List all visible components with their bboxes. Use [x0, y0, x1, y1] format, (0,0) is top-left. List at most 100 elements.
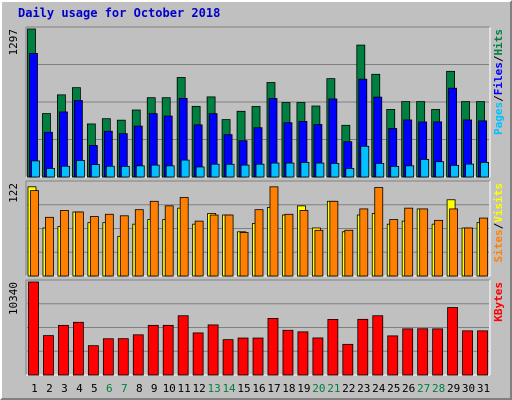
bar-sites — [254, 209, 264, 277]
legend-separator: / — [492, 55, 505, 62]
bar-kbytes — [252, 337, 264, 376]
bar-pages — [76, 160, 85, 178]
bar-kbytes — [102, 338, 114, 376]
bar-sites — [434, 219, 444, 277]
legend-files: Files — [492, 62, 505, 95]
bar-sites — [104, 213, 114, 277]
bar-sites — [89, 216, 99, 277]
bar-kbytes — [177, 315, 189, 376]
day-label: 8 — [136, 382, 143, 395]
bar-sites — [464, 227, 473, 277]
day-label: 15 — [237, 382, 250, 395]
bar-pages — [435, 161, 445, 178]
bar-pages — [61, 165, 70, 178]
bar-sites — [269, 186, 279, 277]
bar-kbytes — [387, 335, 399, 376]
bar-pages — [180, 159, 190, 178]
day-label: 16 — [252, 382, 265, 395]
bar-sites — [119, 215, 129, 277]
bar-kbytes — [58, 324, 69, 376]
day-label: 29 — [447, 382, 460, 395]
bar-sites — [60, 210, 69, 277]
day-label: 21 — [327, 382, 340, 395]
bar-pages — [105, 165, 115, 178]
bar-pages — [255, 163, 265, 178]
bar-sites — [194, 220, 204, 277]
bar-pages — [135, 165, 145, 178]
bar-sites — [30, 190, 39, 277]
bar-pages — [480, 161, 489, 178]
day-label: 12 — [193, 382, 206, 395]
bar-sites — [329, 200, 339, 277]
side-legend: Sites/Visits — [492, 183, 505, 263]
bar-pages — [120, 165, 130, 178]
bar-kbytes — [342, 343, 354, 376]
bar-kbytes — [117, 338, 129, 376]
day-label: 26 — [402, 382, 415, 395]
bar-sites — [45, 216, 54, 277]
bar-kbytes — [402, 328, 414, 376]
legend-separator: / — [492, 222, 505, 229]
ymax-label: 10340 — [7, 282, 20, 315]
day-label: 9 — [151, 382, 158, 395]
day-label: 19 — [297, 382, 310, 395]
bar-sites — [359, 208, 369, 277]
legend-visits: Visits — [492, 183, 505, 223]
bar-kbytes — [43, 335, 54, 376]
day-label: 23 — [357, 382, 370, 395]
day-label: 31 — [477, 382, 490, 395]
bar-pages — [31, 160, 40, 178]
bar-pages — [465, 163, 474, 178]
day-label: 30 — [462, 382, 475, 395]
ymax-label: 122 — [7, 183, 20, 203]
day-label: 11 — [178, 382, 191, 395]
bar-sites — [314, 229, 324, 277]
legend-hits: Hits — [492, 29, 505, 56]
day-label: 14 — [222, 382, 236, 395]
bar-sites — [479, 217, 488, 277]
bar-pages — [165, 165, 175, 178]
bar-kbytes — [327, 319, 339, 376]
bar-pages — [420, 159, 430, 178]
ymax-label: 1297 — [7, 29, 20, 56]
legend-separator: / — [492, 95, 505, 102]
bar-sites — [75, 211, 84, 277]
bar-pages — [150, 164, 160, 178]
bar-kbytes — [28, 281, 39, 376]
legend-kbytes: KBytes — [492, 282, 505, 322]
bar-kbytes — [282, 329, 294, 376]
bar-sites — [374, 187, 384, 277]
day-label: 6 — [106, 382, 113, 395]
bar-sites — [344, 229, 354, 277]
bar-kbytes — [432, 328, 444, 376]
day-label: 10 — [163, 382, 176, 395]
bar-kbytes — [147, 324, 159, 376]
day-label: 18 — [282, 382, 295, 395]
day-label: 27 — [417, 382, 430, 395]
bar-pages — [315, 162, 325, 178]
legend-pages: Pages — [492, 102, 505, 135]
bar-pages — [450, 164, 459, 178]
bar-kbytes — [237, 337, 249, 376]
bar-pages — [240, 164, 250, 178]
bar-pages — [330, 163, 340, 178]
day-label: 7 — [121, 382, 128, 395]
bar-pages — [375, 163, 385, 178]
bar-sites — [239, 232, 249, 277]
day-label: 3 — [61, 382, 68, 395]
legend-sites: Sites — [492, 229, 505, 262]
day-label: 17 — [267, 382, 280, 395]
bar-pages — [225, 163, 235, 178]
bar-sites — [284, 213, 294, 277]
day-label: 25 — [387, 382, 400, 395]
bar-sites — [404, 207, 414, 277]
bar-pages — [360, 145, 370, 178]
bar-kbytes — [162, 324, 174, 376]
bar-sites — [419, 208, 429, 277]
bar-kbytes — [132, 334, 144, 376]
bar-kbytes — [222, 339, 234, 376]
bar-pages — [90, 164, 100, 178]
bar-sites — [224, 214, 234, 277]
bar-sites — [389, 219, 399, 277]
bar-pages — [405, 165, 415, 178]
